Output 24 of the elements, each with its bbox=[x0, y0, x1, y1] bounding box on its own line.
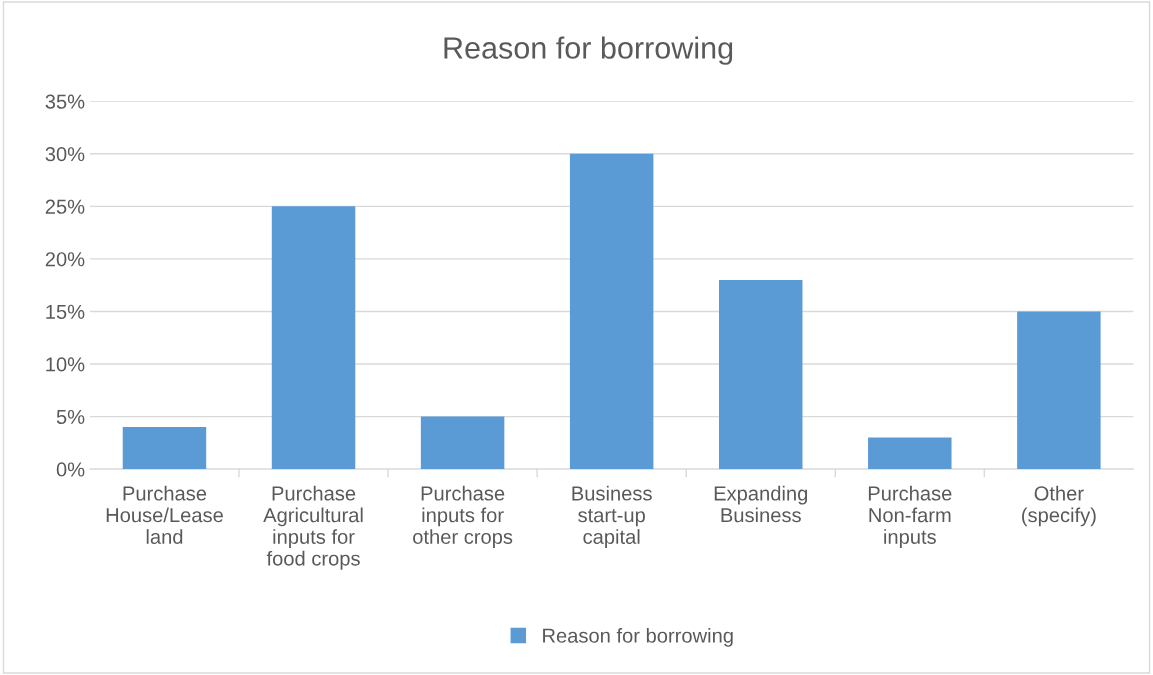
x-tick-label: Purchase Agricultural inputs for food crops bbox=[263, 485, 363, 570]
y-tick-label: 30% bbox=[45, 147, 85, 162]
x-tick-label: Purchase inputs for other crops bbox=[413, 485, 513, 548]
x-tick-label: Purchase House/Lease land bbox=[106, 485, 223, 544]
bar bbox=[420, 416, 505, 470]
y-tick-label: 20% bbox=[45, 252, 85, 267]
bar bbox=[271, 206, 356, 470]
chart-title: Reason for borrowing bbox=[444, 36, 733, 65]
y-tick-label: 10% bbox=[46, 357, 85, 372]
y-tick-label: 5% bbox=[56, 409, 85, 425]
bar bbox=[122, 427, 207, 470]
legend-label: Reason for borrowing bbox=[543, 627, 733, 647]
x-tick-label: Expanding Business bbox=[714, 485, 808, 523]
y-tick-label: 25% bbox=[45, 199, 85, 214]
x-tick-label: Purchase Non-farm inputs bbox=[868, 485, 952, 548]
y-tick-label: 15% bbox=[46, 304, 85, 319]
bar bbox=[569, 153, 654, 470]
bar bbox=[1017, 311, 1101, 470]
bar bbox=[718, 279, 803, 470]
y-tick-label: 35% bbox=[45, 94, 85, 109]
x-tick-label: Business start-up capital bbox=[572, 485, 652, 548]
y-tick-label: 0% bbox=[56, 462, 85, 477]
bar bbox=[868, 437, 952, 470]
x-tick-label: Other (specify) bbox=[1022, 485, 1096, 527]
